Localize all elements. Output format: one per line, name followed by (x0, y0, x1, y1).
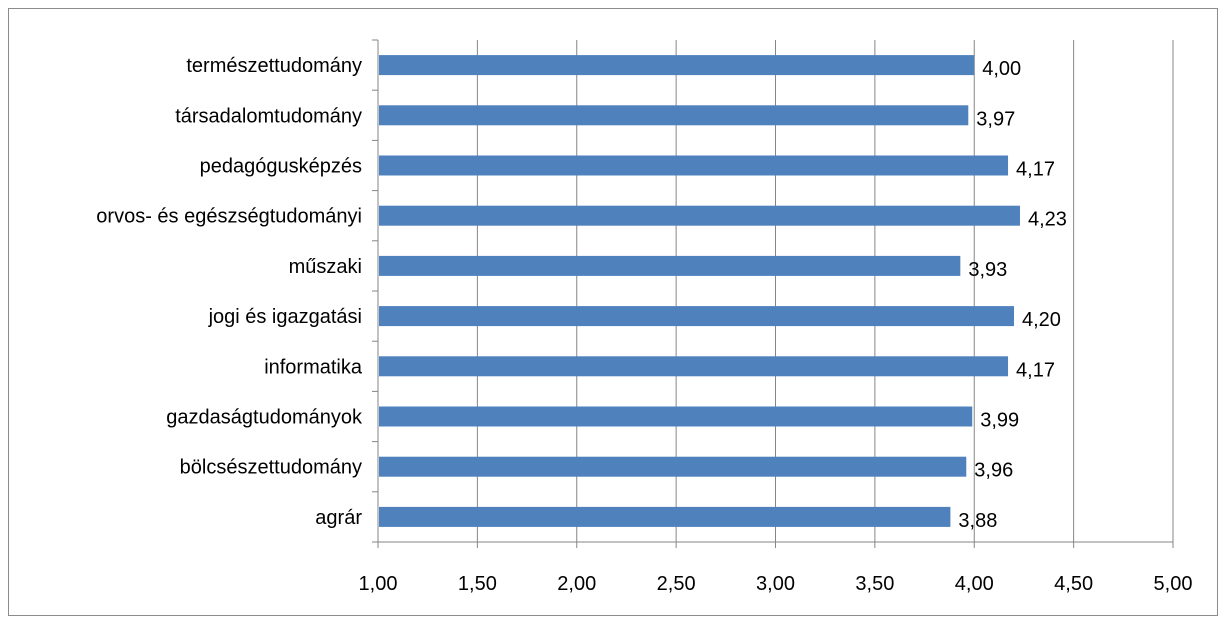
bar (379, 406, 973, 427)
x-tick-label: 1,00 (359, 573, 398, 595)
data-label: 3,97 (976, 108, 1015, 130)
category-label: műszaki (289, 256, 362, 278)
data-label: 3,96 (974, 460, 1013, 482)
category-label: gazdaságtudományok (166, 407, 363, 429)
category-label: informatika (264, 356, 363, 378)
bars (379, 55, 1020, 527)
bar (379, 155, 1009, 176)
category-label: bölcsészettudomány (180, 457, 362, 479)
labels: 1,00 1,50 2,00 2,50 3,00 3,50 4,00 4,50 5,00 term… (96, 55, 1192, 595)
x-tick-label: 5,00 (1154, 573, 1193, 595)
bar (379, 55, 975, 76)
bar (379, 105, 969, 126)
x-tick-label: 1,50 (458, 573, 497, 595)
data-label: 4,17 (1016, 359, 1055, 381)
bar (379, 306, 1014, 327)
category-label: természettudomány (186, 55, 362, 77)
category-label: jogi és igazgatási (208, 306, 362, 328)
x-tick-label: 2,00 (557, 573, 596, 595)
bar (379, 456, 967, 477)
data-label: 3,99 (980, 410, 1019, 432)
x-tick-label: 4,50 (1054, 573, 1093, 595)
data-label: 4,00 (982, 58, 1021, 80)
data-label: 4,20 (1022, 309, 1061, 331)
data-label: 4,23 (1028, 209, 1067, 231)
axes (372, 39, 1174, 548)
data-label: 4,17 (1016, 159, 1055, 181)
category-label: társadalomtudomány (175, 105, 362, 127)
x-tick-label: 3,00 (756, 573, 795, 595)
category-label: pedagógusképzés (200, 156, 362, 178)
bar-chart: 1,00 1,50 2,00 2,50 3,00 3,50 4,00 4,50 5,00 term… (96, 39, 1192, 595)
category-label: agrár (315, 507, 362, 529)
bar (379, 356, 1009, 377)
x-tick-label: 2,50 (657, 573, 696, 595)
bar (379, 506, 951, 527)
data-label: 3,93 (968, 259, 1007, 281)
x-tick-label: 3,50 (855, 573, 894, 595)
chart-area: 1,00 1,50 2,00 2,50 3,00 3,50 4,00 4,50 5,00 term… (8, 8, 1218, 616)
bar (379, 205, 1020, 226)
bar (379, 255, 961, 276)
x-tick-label: 4,00 (955, 573, 994, 595)
data-label: 3,88 (958, 510, 997, 532)
category-label: orvos- és egészségtudományi (96, 206, 362, 228)
